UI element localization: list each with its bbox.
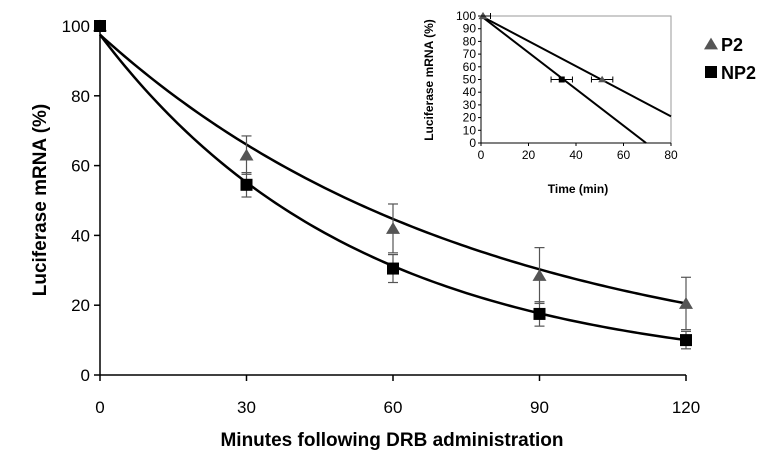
data-point-p2 xyxy=(532,269,547,281)
inset-x-tick-label: 60 xyxy=(617,148,631,162)
legend-marker-p2 xyxy=(704,37,718,50)
inset-x-tick-label: 80 xyxy=(664,148,678,162)
inset-y-tick-label: 70 xyxy=(463,47,477,61)
inset-y-tick-label: 30 xyxy=(463,98,477,112)
inset-points xyxy=(478,11,614,83)
main-y-tick-label: 60 xyxy=(71,157,90,176)
data-point-p2 xyxy=(386,222,400,234)
inset-y-tick-label: 10 xyxy=(463,123,477,137)
inset-x-axis-title: Time (min) xyxy=(548,182,608,196)
inset-x-tick-label: 20 xyxy=(522,148,536,162)
inset-y-tick-label: 100 xyxy=(456,9,476,23)
inset-y-tick-label: 20 xyxy=(463,111,477,125)
legend-marker-np2 xyxy=(705,66,717,78)
main-x-tick-label: 60 xyxy=(384,398,403,417)
main-x-tick-label: 0 xyxy=(95,398,104,417)
main-y-tick-label: 0 xyxy=(81,366,90,385)
inset-y-tick-label: 50 xyxy=(463,73,477,87)
inset-line-p2 xyxy=(480,15,672,118)
inset-y-tick-label: 80 xyxy=(463,34,477,48)
data-point-np2 xyxy=(387,262,399,275)
inset-y-tick-label: 90 xyxy=(463,22,477,36)
inset-point-p2 xyxy=(598,75,607,83)
main-x-axis-title: Minutes following DRB administration xyxy=(220,430,563,451)
inset-x-tick-label: 0 xyxy=(478,148,485,162)
inset-y-axis-title: Luciferase mRNA (%) xyxy=(422,19,436,141)
main-y-tick-label: 80 xyxy=(71,87,90,106)
data-point-np2 xyxy=(240,178,253,191)
inset-point-np2 xyxy=(558,76,565,83)
data-point-np2 xyxy=(533,307,546,320)
main-y-tick-label: 40 xyxy=(71,226,90,245)
main-data-points xyxy=(93,19,693,347)
data-point-np2 xyxy=(94,20,106,32)
main-y-tick-label: 20 xyxy=(71,296,90,315)
legend-label-p2: P2 xyxy=(721,35,743,55)
data-point-np2 xyxy=(680,334,692,347)
inset-y-tick-label: 0 xyxy=(469,136,476,150)
inset-y-tick-label: 40 xyxy=(463,85,477,99)
inset-x-tick-label: 40 xyxy=(569,148,583,162)
main-y-axis-title: Luciferase mRNA (%) xyxy=(30,104,51,297)
main-x-tick-label: 30 xyxy=(237,398,256,417)
data-point-p2 xyxy=(239,148,254,161)
inset-y-tick-label: 60 xyxy=(463,60,477,74)
data-point-p2 xyxy=(679,297,693,309)
inset-lines xyxy=(480,15,672,144)
main-x-tick-label: 90 xyxy=(530,398,549,417)
main-y-tick-label: 100 xyxy=(62,17,90,36)
main-error-bars xyxy=(241,135,691,350)
main-x-tick-label: 120 xyxy=(672,398,700,417)
legend-label-np2: NP2 xyxy=(721,63,756,83)
inset-plot-frame xyxy=(480,15,672,144)
